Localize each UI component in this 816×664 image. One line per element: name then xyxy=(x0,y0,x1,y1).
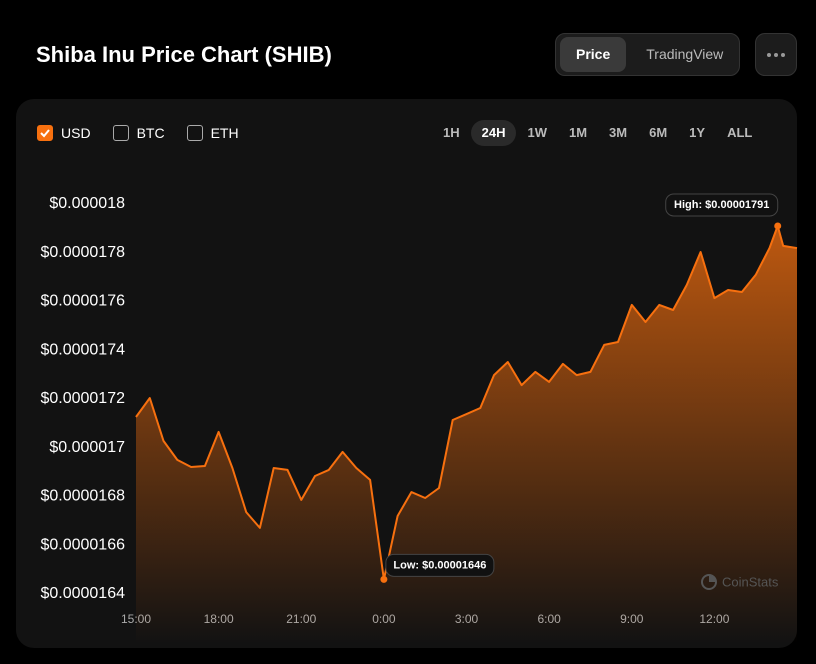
annotation-label: High: $0.00001791 xyxy=(674,199,769,211)
price-area xyxy=(136,225,797,644)
currency-checkbox[interactable]: ETH xyxy=(186,125,239,141)
y-tick-label: $0.000018 xyxy=(49,195,125,212)
range-button[interactable]: 1W xyxy=(527,125,547,140)
range-button[interactable]: 6M xyxy=(649,125,668,140)
currency-checkbox[interactable]: USD xyxy=(37,125,91,141)
watermark: CoinStats xyxy=(722,574,779,589)
extreme-point xyxy=(380,575,388,583)
tab[interactable]: TradingView xyxy=(646,46,724,62)
currency-options: USD BTC ETH xyxy=(37,125,239,141)
y-tick-label: $0.0000164 xyxy=(40,585,125,602)
y-tick-label: $0.0000166 xyxy=(40,536,125,553)
price-line xyxy=(135,224,798,581)
annotation-label: Low: $0.00001646 xyxy=(393,559,486,571)
watermark-icon xyxy=(709,575,716,582)
range-button[interactable]: 24H xyxy=(470,120,517,146)
tab-group: Price TradingView xyxy=(555,33,740,76)
extreme-point xyxy=(774,222,782,230)
y-tick-label: $0.0000176 xyxy=(40,293,125,310)
y-tick-label: $0.0000168 xyxy=(40,488,125,505)
range-button[interactable]: 1H xyxy=(443,125,460,140)
currency-checkbox[interactable]: BTC xyxy=(112,125,165,141)
range-button[interactable]: 1Y xyxy=(689,125,706,140)
y-tick-label: $0.0000174 xyxy=(40,341,125,358)
range-button[interactable]: 3M xyxy=(609,125,628,140)
checkbox xyxy=(186,125,203,141)
currency-label: USD xyxy=(61,125,91,141)
y-tick-label: $0.0000172 xyxy=(40,390,125,407)
range-button[interactable]: 1M xyxy=(568,125,588,140)
range-options: 1H 24H 1W 1M 3M 6M 1Y ALL xyxy=(432,120,763,146)
checkbox xyxy=(112,125,129,141)
range-button[interactable]: ALL xyxy=(727,125,753,140)
checkbox xyxy=(37,125,53,141)
tab[interactable]: Price xyxy=(560,37,627,72)
page-title: Shiba Inu Price Chart (SHIB) xyxy=(36,42,332,67)
y-tick-label: $0.000017 xyxy=(49,439,125,456)
currency-label: ETH xyxy=(210,125,239,141)
currency-label: BTC xyxy=(136,125,165,141)
annotation-box xyxy=(385,553,495,577)
annotation-box xyxy=(665,193,779,217)
y-tick-label: $0.0000178 xyxy=(40,244,125,261)
more-button[interactable] xyxy=(755,33,797,76)
